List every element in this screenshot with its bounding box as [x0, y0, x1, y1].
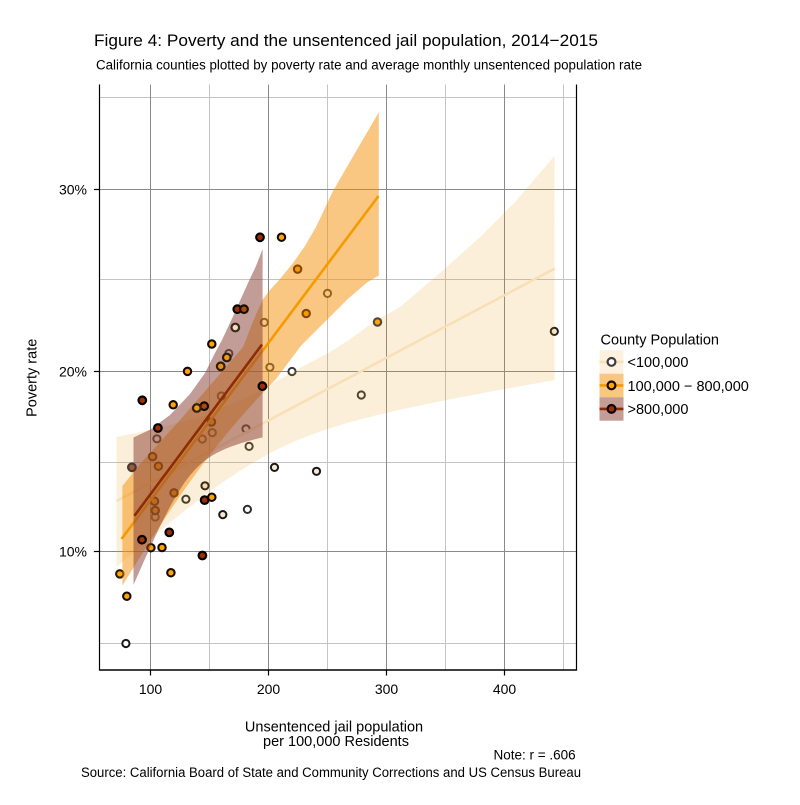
svg-text:10%: 10% [59, 544, 87, 560]
svg-text:Note: r = .606: Note: r = .606 [494, 748, 576, 763]
svg-text:<100,000: <100,000 [628, 355, 689, 371]
svg-text:Unsentenced jail population: Unsentenced jail population [245, 720, 423, 736]
svg-text:30%: 30% [59, 182, 87, 198]
svg-text:Poverty rate: Poverty rate [25, 339, 41, 417]
svg-text:Figure 4: Poverty and the unse: Figure 4: Poverty and the unsentenced ja… [94, 31, 598, 50]
svg-text:400: 400 [493, 681, 517, 697]
svg-text:300: 300 [375, 681, 399, 697]
svg-text:20%: 20% [59, 364, 87, 380]
svg-text:200: 200 [257, 681, 281, 697]
svg-text:100: 100 [139, 681, 163, 697]
svg-text:Source: California Board of St: Source: California Board of State and Co… [81, 765, 581, 780]
svg-text:>800,000: >800,000 [628, 402, 689, 418]
svg-text:per 100,000 Residents: per 100,000 Residents [263, 734, 409, 750]
svg-text:California counties plotted by: California counties plotted by poverty r… [96, 58, 642, 73]
svg-text:County Population: County Population [601, 333, 720, 349]
svg-text:100,000 − 800,000: 100,000 − 800,000 [628, 379, 749, 395]
